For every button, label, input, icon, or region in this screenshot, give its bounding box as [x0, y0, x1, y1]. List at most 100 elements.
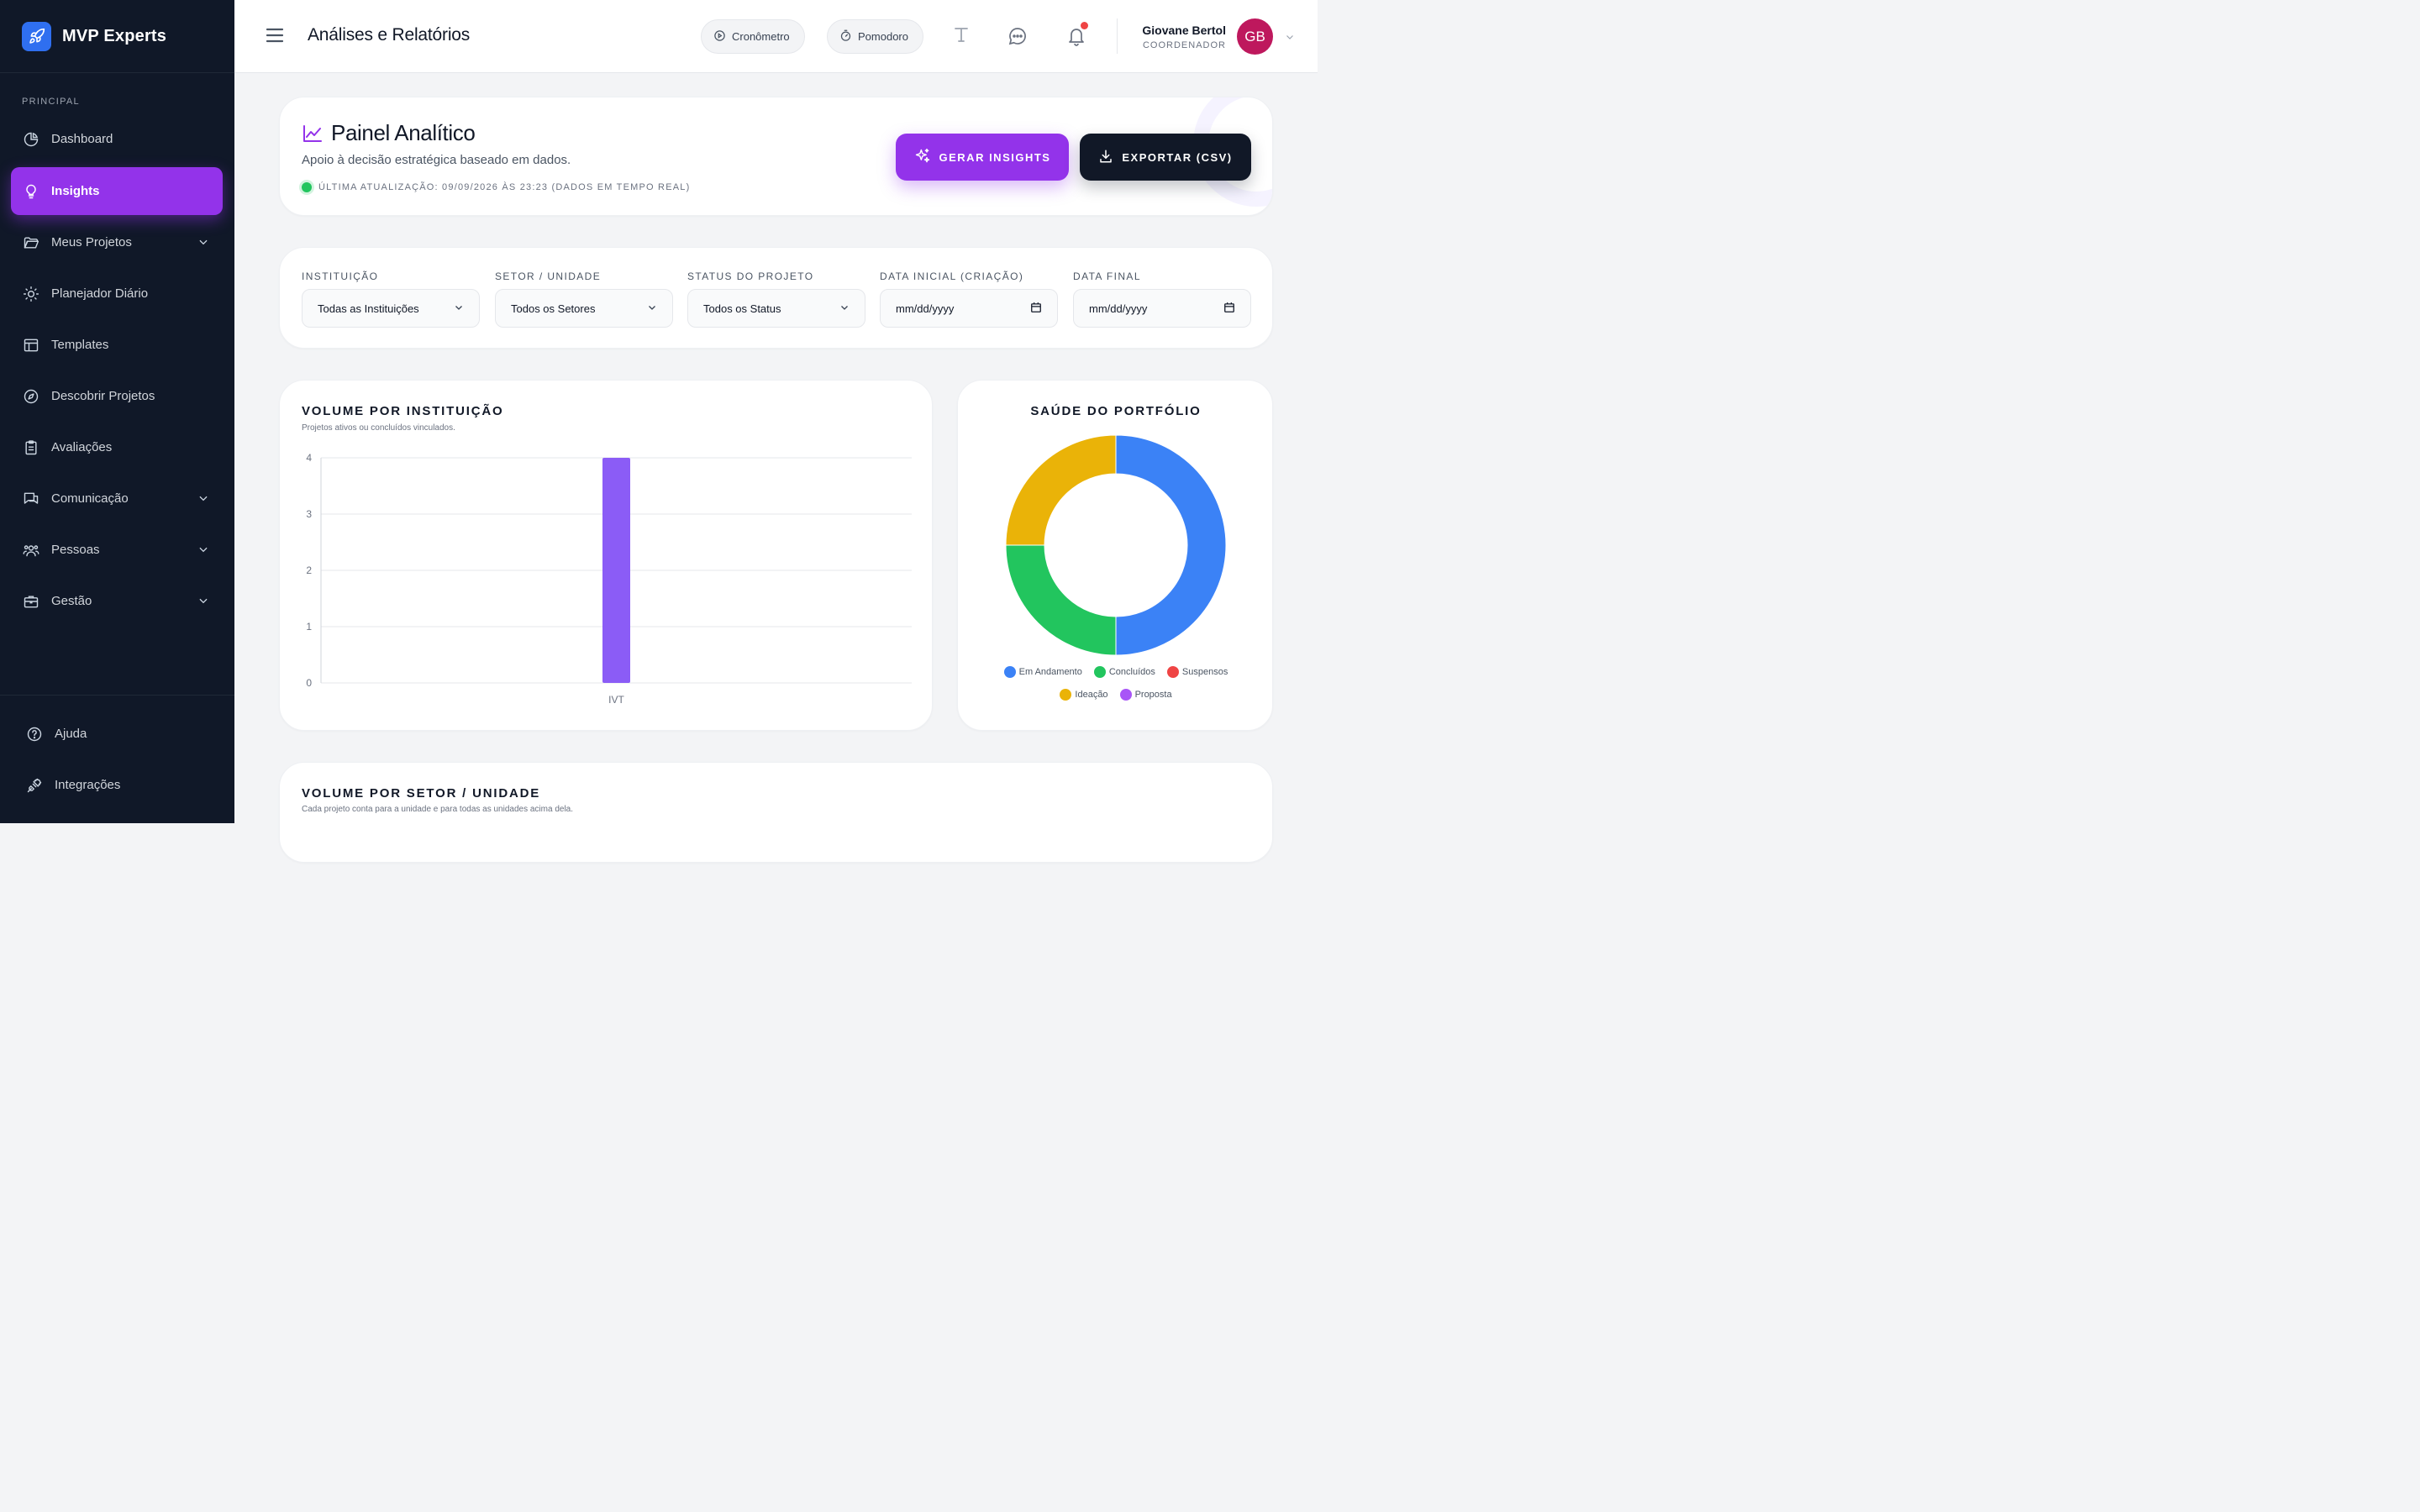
- y-tick-label: 0: [306, 677, 312, 689]
- volume-by-sector-card: VOLUME POR SETOR / UNIDADE Cada projeto …: [279, 762, 1273, 863]
- volume-by-institution-card: VOLUME POR INSTITUIÇÃO Projetos ativos o…: [279, 380, 933, 731]
- sidebar-item-comunicacao[interactable]: Comunicação: [11, 475, 223, 522]
- donut-slice[interactable]: [1115, 434, 1227, 656]
- chevron-down-icon[interactable]: [1285, 31, 1295, 46]
- bar[interactable]: [602, 458, 630, 683]
- filter-label: DATA INICIAL (CRIAÇÃO): [880, 270, 1024, 282]
- sidebar-item-templates[interactable]: Templates: [11, 321, 223, 369]
- sidebar-item-label: Pessoas: [51, 543, 100, 557]
- lightbulb-icon: [23, 183, 39, 200]
- top-header: Análises e Relatórios Cronômetro Pomodor…: [234, 0, 1318, 73]
- sidebar-item-descobrir-projetos[interactable]: Descobrir Projetos: [11, 372, 223, 420]
- legend-label: Ideação: [1075, 690, 1108, 700]
- clipboard-icon: [23, 439, 39, 456]
- chart-title: SAÚDE DO PORTFÓLIO: [1030, 404, 1202, 418]
- live-status-dot: [302, 182, 312, 192]
- sidebar-item-label: Avaliações: [51, 440, 113, 454]
- legend-item[interactable]: Suspensos: [1166, 666, 1228, 678]
- generate-insights-label: GERAR INSIGHTS: [939, 150, 1051, 164]
- sector-select[interactable]: Todos os Setores: [495, 289, 673, 328]
- legend-item[interactable]: Em Andamento: [1003, 666, 1082, 678]
- chart-subtitle: Cada projeto conta para a unidade e para…: [302, 805, 574, 814]
- sidebar-item-integracoes[interactable]: Integrações: [14, 761, 226, 809]
- generate-insights-button[interactable]: GERAR INSIGHTS: [896, 134, 1069, 181]
- brand[interactable]: MVP Experts: [0, 0, 234, 73]
- sidebar-item-label: Gestão: [51, 594, 92, 608]
- filter-label: INSTITUIÇÃO: [302, 270, 379, 282]
- panel-title: Painel Analítico: [331, 120, 476, 145]
- panel-subtitle: Apoio à decisão estratégica baseado em d…: [302, 153, 571, 167]
- trending-up-icon: [302, 124, 323, 147]
- y-tick-label: 3: [306, 508, 312, 520]
- y-tick-label: 4: [306, 452, 312, 464]
- last-update-text: ÚLTIMA ATUALIZAÇÃO: 09/09/2026 ÀS 23:23 …: [318, 182, 691, 192]
- donut-slice[interactable]: [1005, 544, 1117, 656]
- chevron-down-icon[interactable]: [197, 492, 209, 507]
- stopwatch-button[interactable]: Cronômetro: [701, 19, 805, 54]
- user-role: COORDENADOR: [1142, 40, 1226, 50]
- sidebar-item-gestao[interactable]: Gestão: [11, 577, 223, 625]
- legend-label: Em Andamento: [1018, 667, 1082, 677]
- font-size-icon[interactable]: [954, 25, 969, 48]
- pomodoro-button[interactable]: Pomodoro: [827, 19, 923, 54]
- date-placeholder: mm/dd/yyyy: [1089, 302, 1148, 315]
- chat-bubble-icon[interactable]: [1007, 26, 1028, 50]
- y-tick-label: 1: [306, 621, 312, 633]
- status-select[interactable]: Todos os Status: [687, 289, 865, 328]
- legend-item[interactable]: Concluídos: [1093, 666, 1155, 678]
- y-tick-label: 2: [306, 564, 312, 576]
- chart-subtitle: Projetos ativos ou concluídos vinculados…: [302, 423, 455, 433]
- chevron-down-icon: [839, 302, 850, 315]
- sidebar-item-avaliacoes[interactable]: Avaliações: [11, 423, 223, 471]
- institution-select[interactable]: Todas as Instituições: [302, 289, 480, 328]
- chevron-down-icon[interactable]: [197, 543, 209, 559]
- legend-swatch: [1060, 689, 1072, 701]
- sidebar-item-pessoas[interactable]: Pessoas: [11, 526, 223, 574]
- start-date-input[interactable]: mm/dd/yyyy: [880, 289, 1058, 328]
- bell-icon[interactable]: [1066, 25, 1086, 51]
- sidebar-item-label: Meus Projetos: [51, 235, 132, 249]
- legend-label: Suspensos: [1181, 667, 1228, 677]
- x-tick-label: IVT: [608, 694, 624, 706]
- plug-icon: [26, 777, 43, 794]
- avatar[interactable]: GB: [1237, 18, 1273, 55]
- chevron-down-icon[interactable]: [197, 236, 209, 251]
- calendar-icon[interactable]: [1223, 302, 1235, 316]
- sun-icon: [23, 286, 39, 302]
- sidebar-item-meus-projetos[interactable]: Meus Projetos: [11, 218, 223, 266]
- legend-row-2: Ideação Proposta: [958, 689, 1274, 701]
- help-icon: [26, 726, 43, 743]
- sidebar-section-label: PRINCIPAL: [22, 97, 80, 107]
- legend-item[interactable]: Ideação: [1060, 689, 1108, 701]
- user-name[interactable]: Giovane Bertol: [1142, 24, 1226, 37]
- sidebar: MVP Experts PRINCIPAL Dashboard Insights…: [0, 0, 234, 823]
- sidebar-item-planejador-diario[interactable]: Planejador Diário: [11, 270, 223, 318]
- hamburger-menu-icon[interactable]: [266, 27, 284, 48]
- sidebar-item-label: Ajuda: [55, 727, 87, 741]
- sidebar-item-ajuda[interactable]: Ajuda: [14, 710, 226, 758]
- donut-chart: [1005, 434, 1227, 656]
- template-icon: [23, 337, 39, 354]
- legend-swatch: [1166, 666, 1179, 678]
- sidebar-item-dashboard[interactable]: Dashboard: [11, 115, 223, 163]
- chart-title: VOLUME POR SETOR / UNIDADE: [302, 786, 541, 801]
- folder-icon: [23, 234, 39, 251]
- download-icon: [1098, 149, 1113, 166]
- notification-badge: [1081, 22, 1088, 29]
- legend-swatch: [1093, 666, 1106, 678]
- filter-label: SETOR / UNIDADE: [495, 270, 602, 282]
- end-date-input[interactable]: mm/dd/yyyy: [1073, 289, 1251, 328]
- timer-icon: [839, 29, 852, 45]
- bar-chart: 0 1 2 3 4 IVT: [306, 452, 912, 706]
- chevron-down-icon[interactable]: [197, 595, 209, 610]
- chat-icon: [23, 491, 39, 507]
- date-placeholder: mm/dd/yyyy: [896, 302, 955, 315]
- legend-item[interactable]: Proposta: [1119, 689, 1172, 701]
- export-csv-button[interactable]: EXPORTAR (CSV): [1080, 134, 1251, 181]
- sidebar-item-insights[interactable]: Insights: [11, 167, 223, 215]
- legend-row-1: Em Andamento Concluídos Suspensos: [958, 666, 1274, 678]
- users-icon: [23, 542, 39, 559]
- donut-slice[interactable]: [1005, 434, 1117, 546]
- calendar-icon[interactable]: [1030, 302, 1042, 316]
- legend-swatch: [1119, 689, 1132, 701]
